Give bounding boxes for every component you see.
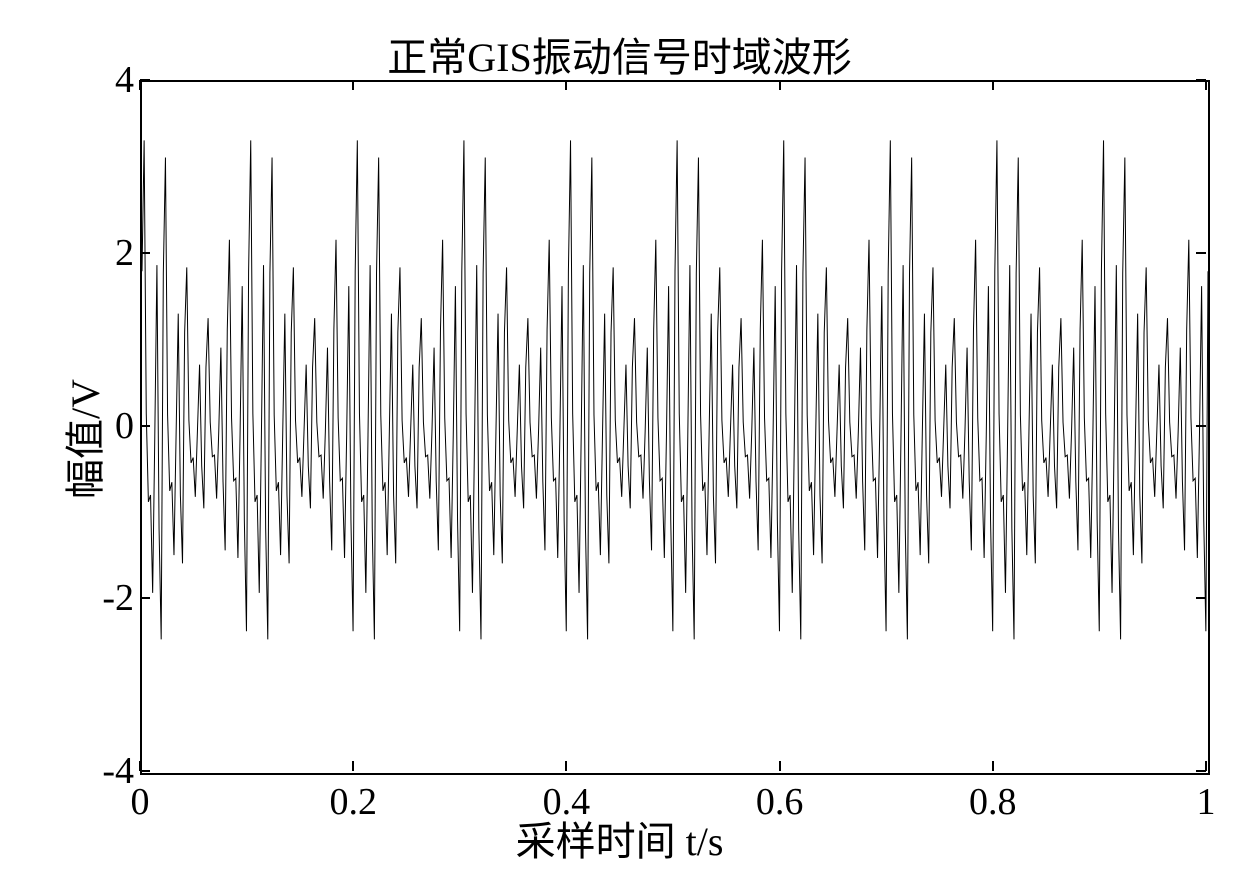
x-tick-mark: [1205, 761, 1207, 771]
x-tick-mark: [139, 80, 141, 90]
x-tick-mark: [779, 80, 781, 90]
chart-title: 正常GIS振动信号时域波形: [387, 25, 851, 83]
y-tick-mark: [1196, 252, 1206, 254]
y-tick-label: 0: [115, 404, 134, 448]
y-tick-label: -4: [102, 749, 134, 793]
y-tick-mark: [140, 252, 150, 254]
x-tick-label: 0: [131, 780, 150, 824]
y-tick-label: 4: [115, 58, 134, 102]
x-tick-mark: [139, 761, 141, 771]
y-tick-mark: [1196, 425, 1206, 427]
x-tick-label: 0.8: [969, 780, 1017, 824]
x-tick-mark: [565, 80, 567, 90]
x-tick-mark: [352, 80, 354, 90]
x-tick-label: 1: [1197, 780, 1216, 824]
signal-path: [142, 140, 1208, 639]
x-tick-mark: [565, 761, 567, 771]
x-tick-label: 0.6: [756, 780, 804, 824]
plot-area: [140, 80, 1210, 775]
y-tick-mark: [140, 770, 150, 772]
x-tick-mark: [352, 761, 354, 771]
x-tick-label: 0.2: [329, 780, 377, 824]
x-tick-mark: [1205, 80, 1207, 90]
y-tick-mark: [140, 425, 150, 427]
y-tick-label: -2: [102, 576, 134, 620]
x-tick-label: 0.4: [543, 780, 591, 824]
y-tick-label: 2: [115, 231, 134, 275]
y-tick-mark: [1196, 597, 1206, 599]
waveform-line: [142, 82, 1208, 773]
y-axis-label: 幅值/V: [53, 379, 111, 499]
x-tick-mark: [992, 761, 994, 771]
x-tick-mark: [992, 80, 994, 90]
y-tick-mark: [140, 597, 150, 599]
x-tick-mark: [779, 761, 781, 771]
chart-container: 正常GIS振动信号时域波形 幅值/V 采样时间 t/s -4-2024 00.2…: [0, 0, 1239, 877]
y-tick-mark: [140, 79, 150, 81]
